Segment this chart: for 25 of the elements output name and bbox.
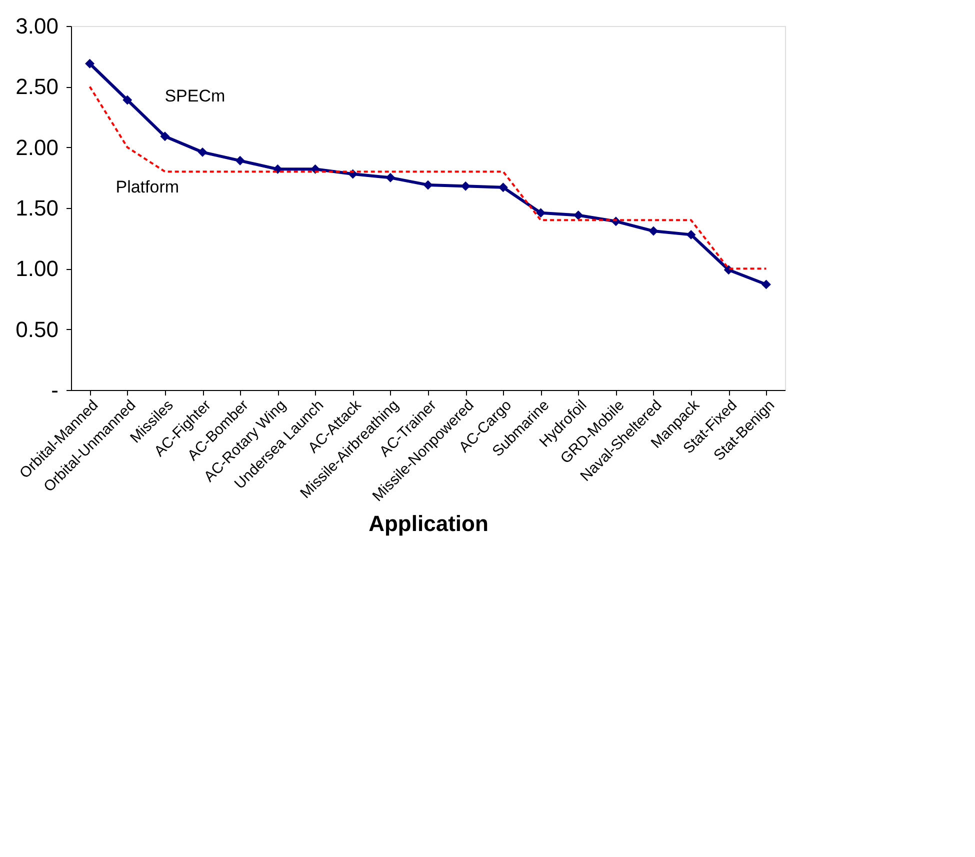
point	[272, 164, 282, 174]
x-axis-title: Application	[368, 511, 488, 536]
point	[423, 180, 433, 190]
point	[160, 132, 170, 142]
series-label: Platform	[116, 177, 180, 196]
y-tick-label: 3.00	[16, 14, 58, 38]
y-tick-label: 2.50	[16, 74, 58, 100]
point	[460, 181, 470, 191]
point	[498, 182, 508, 192]
series-label: SPECm	[164, 86, 226, 106]
point	[198, 147, 208, 157]
y-tick-label: 0.50	[16, 316, 58, 342]
y-tick-label: 1.00	[16, 256, 58, 282]
y-tick-label: -	[51, 378, 58, 402]
point	[85, 58, 95, 68]
point	[761, 280, 771, 290]
point	[235, 156, 245, 166]
point	[648, 226, 658, 236]
point	[574, 210, 584, 220]
point	[536, 208, 546, 218]
point	[386, 172, 396, 182]
point	[122, 95, 132, 105]
y-tick-label: 1.50	[16, 196, 58, 220]
point	[686, 230, 696, 240]
y-tick-label: 2.00	[16, 134, 58, 160]
